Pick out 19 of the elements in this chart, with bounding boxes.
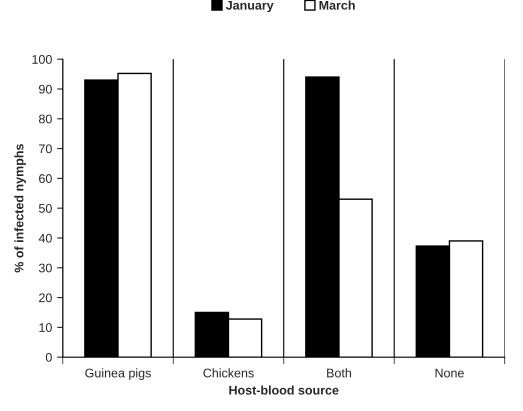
x-axis-title: Host-blood source	[229, 385, 339, 395]
x-tick-label: Guinea pigs	[85, 368, 151, 380]
y-tick-label: 0	[46, 352, 52, 362]
y-tick-label: 80	[38, 114, 52, 124]
y-tick-label: 60	[39, 174, 52, 184]
y-tick-label: 100	[32, 54, 52, 64]
legend-label: January	[226, 0, 274, 12]
y-tick-label: 20	[39, 293, 52, 302]
x-tick-label: Chickens	[203, 368, 254, 378]
y-tick-label: 10	[39, 323, 52, 332]
legend-label: March	[320, 0, 355, 10]
x-tick-label: None	[436, 368, 464, 378]
y-tick-label: 40	[38, 234, 52, 243]
y-tick-label: 50	[38, 204, 52, 213]
y-tick-label: 70	[39, 144, 52, 154]
x-tick-label: Both	[327, 368, 352, 378]
y-axis-title: % of infected nymphs	[14, 144, 26, 272]
y-tick-label: 90	[39, 84, 52, 94]
y-tick-label: 30	[38, 264, 52, 272]
